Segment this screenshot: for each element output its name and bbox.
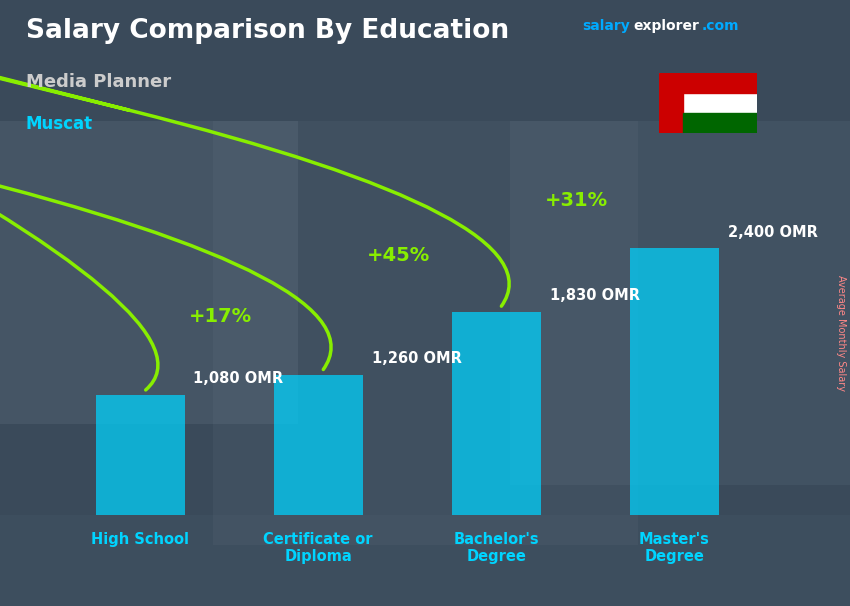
Text: 2,400 OMR: 2,400 OMR [728,225,818,239]
Text: 1,260 OMR: 1,260 OMR [371,351,462,366]
Bar [683,113,756,133]
Text: Media Planner: Media Planner [26,73,171,91]
Text: Master's
Degree: Master's Degree [639,532,710,564]
Text: +31%: +31% [545,190,608,210]
Text: .com: .com [701,19,739,33]
FancyBboxPatch shape [95,395,184,515]
Text: Salary Comparison By Education: Salary Comparison By Education [26,18,508,44]
Text: 1,830 OMR: 1,830 OMR [550,288,640,303]
Bar [0,515,850,606]
Text: Certificate or
Diploma: Certificate or Diploma [264,532,373,564]
Bar [0,121,298,424]
FancyBboxPatch shape [630,248,719,515]
Text: High School: High School [91,532,189,547]
Text: +45%: +45% [366,246,430,265]
Text: Bachelor's
Degree: Bachelor's Degree [453,532,539,564]
Bar [659,73,683,133]
Bar [212,121,638,545]
Text: Muscat: Muscat [26,115,93,133]
Text: salary: salary [582,19,630,33]
Text: Average Monthly Salary: Average Monthly Salary [836,275,846,391]
Bar [510,121,850,485]
FancyBboxPatch shape [274,375,363,515]
Text: explorer: explorer [633,19,699,33]
Text: 1,080 OMR: 1,080 OMR [194,371,284,386]
FancyBboxPatch shape [451,311,541,515]
Bar [683,73,756,93]
Text: +17%: +17% [189,307,252,326]
